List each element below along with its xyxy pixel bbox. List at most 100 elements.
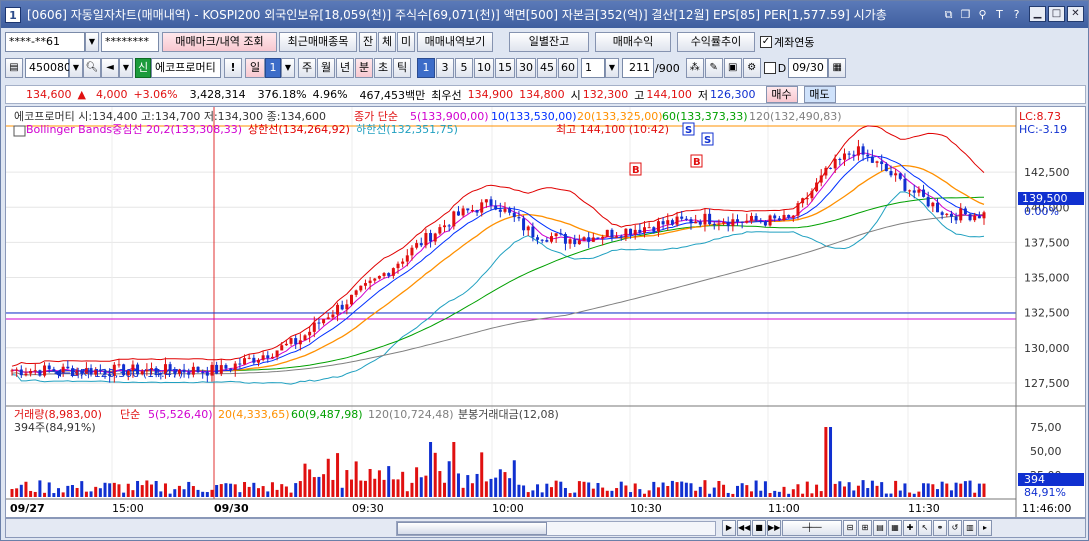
- zoom-out-icon[interactable]: ⊟: [843, 520, 857, 536]
- period-day-button[interactable]: 일: [245, 58, 265, 78]
- last-icon[interactable]: ▶▶: [767, 520, 781, 536]
- zoom-in-icon[interactable]: ⊞: [858, 520, 872, 536]
- date-checkbox[interactable]: D: [763, 62, 786, 75]
- account-link-checkbox[interactable]: ✓ 계좌연동: [760, 34, 814, 50]
- daily-balance-button[interactable]: 일별잔고: [509, 32, 589, 52]
- password-input[interactable]: ********: [101, 32, 159, 52]
- candle: [591, 237, 595, 242]
- unfilled-button[interactable]: 미: [397, 32, 415, 52]
- period-tick-button[interactable]: 틱: [393, 58, 411, 78]
- reset-icon[interactable]: ↺: [948, 520, 962, 536]
- draw-tool-icon[interactable]: ✎: [704, 58, 723, 78]
- interval-button[interactable]: 60: [558, 58, 578, 78]
- candle: [438, 227, 442, 234]
- account-dropdown-icon[interactable]: ▼: [85, 32, 99, 52]
- minimize-icon[interactable]: ▁: [1029, 6, 1046, 22]
- volume-bar: [15, 488, 19, 497]
- first-icon[interactable]: ◀◀: [737, 520, 751, 536]
- candle: [256, 359, 260, 363]
- account-input[interactable]: ****-**61: [5, 32, 85, 52]
- help-icon[interactable]: ?: [1013, 8, 1020, 21]
- interval-button[interactable]: 10: [474, 58, 494, 78]
- period-year-button[interactable]: 년: [336, 58, 354, 78]
- interval-button[interactable]: 3: [436, 58, 454, 78]
- volume-bar: [568, 493, 572, 497]
- period-minute-button[interactable]: 분: [355, 58, 373, 78]
- window-layout-icon[interactable]: ▤: [5, 58, 23, 78]
- grid-toggle-icon[interactable]: [13, 125, 26, 137]
- period-month-button[interactable]: 월: [317, 58, 335, 78]
- trade-mark-query-button[interactable]: 매매마크/내역 조회: [162, 32, 277, 52]
- checkbox-empty-icon[interactable]: [763, 62, 776, 74]
- sound-icon[interactable]: ◄: [101, 58, 119, 78]
- sell-button[interactable]: 매도: [803, 86, 836, 103]
- title-icons: ⧉ ❐ ⚲ T ? ¦: [941, 7, 1041, 22]
- period-number-select[interactable]: 1: [265, 58, 281, 78]
- chart-scrollbar[interactable]: [396, 521, 716, 536]
- play-icon[interactable]: ▶: [722, 520, 736, 536]
- link-icon[interactable]: ⧉: [944, 8, 953, 21]
- save-icon[interactable]: ▣: [723, 58, 742, 78]
- indicator-add-icon[interactable]: ⁂: [685, 58, 704, 78]
- scroll-thumb[interactable]: [397, 522, 547, 535]
- return-trend-button[interactable]: 수익률추이: [677, 32, 755, 52]
- search-icon[interactable]: 🔍︎: [83, 58, 101, 78]
- candle: [466, 208, 470, 211]
- pin-icon[interactable]: ⚲: [978, 8, 987, 21]
- candle: [145, 369, 149, 372]
- interval-button[interactable]: 5: [455, 58, 473, 78]
- period-second-button[interactable]: 초: [374, 58, 392, 78]
- balance-button[interactable]: 잔: [359, 32, 377, 52]
- interval-button[interactable]: 1: [417, 58, 435, 78]
- interval-button[interactable]: 30: [516, 58, 536, 78]
- text-size-icon[interactable]: T: [996, 8, 1003, 21]
- candle-count-input[interactable]: 211: [622, 58, 654, 78]
- link-chart-icon[interactable]: ⚭: [933, 520, 947, 536]
- candle: [531, 226, 535, 238]
- interval-button[interactable]: 45: [537, 58, 557, 78]
- window-number[interactable]: 1: [5, 6, 21, 23]
- candle: [489, 199, 493, 206]
- zoom-slider-icon[interactable]: ─┼──: [782, 520, 842, 536]
- stock-info-button[interactable]: !: [224, 58, 242, 78]
- checkbox-checked-icon[interactable]: ✓: [760, 36, 772, 48]
- candle: [84, 368, 88, 374]
- fit-icon[interactable]: ▤: [873, 520, 887, 536]
- count-dropdown-icon[interactable]: ▼: [605, 58, 619, 78]
- stock-code-input[interactable]: 450080: [25, 58, 71, 78]
- nav-next-icon[interactable]: ▸: [978, 520, 992, 536]
- period-dropdown-icon[interactable]: ▼: [281, 58, 295, 78]
- candle: [852, 154, 856, 156]
- date-input[interactable]: 09/30: [788, 58, 829, 78]
- print-icon[interactable]: ▥: [963, 520, 977, 536]
- candle: [10, 370, 14, 372]
- close-icon[interactable]: ✕: [1067, 6, 1084, 22]
- volume-bar: [136, 480, 140, 497]
- stop-icon[interactable]: ■: [752, 520, 766, 536]
- sound-dropdown-icon[interactable]: ▼: [119, 58, 133, 78]
- volume-bar: [935, 489, 939, 497]
- volume-bar: [284, 486, 288, 497]
- recent-stocks-button[interactable]: 최근매매종목: [279, 32, 357, 52]
- calendar-icon[interactable]: ▦: [828, 58, 847, 78]
- code-dropdown-icon[interactable]: ▼: [69, 58, 83, 78]
- trade-history-button[interactable]: 매매내역보기: [417, 32, 493, 52]
- volume-bar: [266, 491, 270, 497]
- bb-lower-line: [11, 191, 985, 385]
- count-select[interactable]: 1: [581, 58, 605, 78]
- maximize-icon[interactable]: □: [1048, 6, 1065, 22]
- period-week-button[interactable]: 주: [298, 58, 316, 78]
- trade-profit-button[interactable]: 매매수익: [595, 32, 671, 52]
- arrow-icon[interactable]: ↖: [918, 520, 932, 536]
- volume-bar: [275, 489, 279, 497]
- crosshair-icon[interactable]: ✚: [903, 520, 917, 536]
- interval-button[interactable]: 15: [495, 58, 515, 78]
- copy-icon[interactable]: ❐: [960, 8, 971, 21]
- buy-button[interactable]: 매수: [765, 86, 798, 103]
- full-icon[interactable]: ▦: [888, 520, 902, 536]
- volume-bar: [717, 481, 721, 497]
- gear-icon[interactable]: ⚙: [742, 58, 761, 78]
- filled-button[interactable]: 체: [378, 32, 396, 52]
